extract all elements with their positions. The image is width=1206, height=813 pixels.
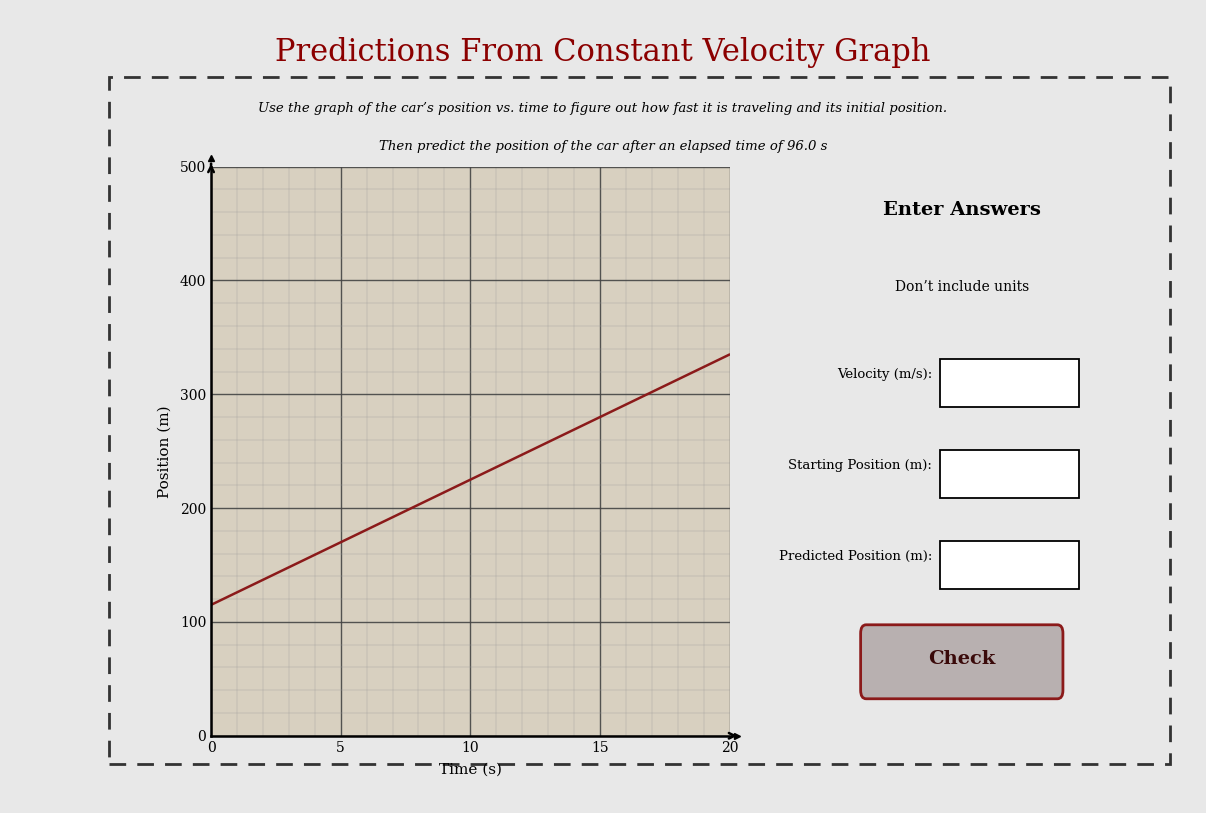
- Text: Predicted Position (m):: Predicted Position (m):: [779, 550, 932, 563]
- FancyBboxPatch shape: [861, 624, 1062, 699]
- Text: Use the graph of the car’s position vs. time to figure out how fast it is travel: Use the graph of the car’s position vs. …: [258, 102, 948, 115]
- Text: Enter Answers: Enter Answers: [883, 201, 1041, 219]
- FancyBboxPatch shape: [939, 359, 1079, 407]
- X-axis label: Time (s): Time (s): [439, 763, 502, 777]
- FancyBboxPatch shape: [939, 541, 1079, 589]
- Text: Don’t include units: Don’t include units: [895, 280, 1029, 294]
- Text: Then predict the position of the car after an elapsed time of 96.0 s: Then predict the position of the car aft…: [379, 140, 827, 153]
- Text: Check: Check: [929, 650, 995, 668]
- Y-axis label: Position (m): Position (m): [158, 405, 171, 498]
- Text: Predictions From Constant Velocity Graph: Predictions From Constant Velocity Graph: [275, 37, 931, 67]
- Text: Starting Position (m):: Starting Position (m):: [789, 459, 932, 472]
- FancyBboxPatch shape: [939, 450, 1079, 498]
- Text: Velocity (m/s):: Velocity (m/s):: [837, 368, 932, 380]
